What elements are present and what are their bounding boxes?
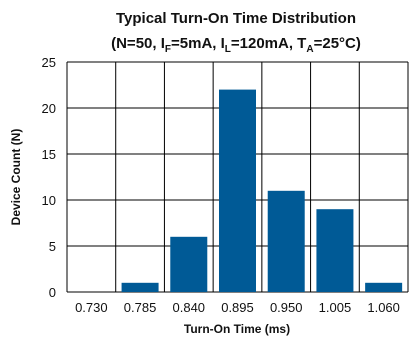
x-tick-label: 0.895 [221, 300, 254, 315]
x-tick-label: 0.730 [75, 300, 108, 315]
bar-0.950 [267, 190, 305, 292]
subtitle-text: (N=50, I [111, 35, 165, 52]
bar-1.060 [365, 282, 403, 292]
bar-0.785 [121, 282, 159, 292]
subtitle-subscript: L [225, 44, 231, 55]
x-axis-label: Turn-On Time (ms) [184, 322, 290, 336]
bar-0.895 [219, 89, 256, 292]
bar-1.005 [316, 209, 354, 292]
subtitle-text: =25°C) [314, 35, 361, 52]
subtitle-text: =5mA, I [171, 35, 225, 52]
x-tick-label: 1.005 [319, 300, 352, 315]
x-tick-label: 0.840 [173, 300, 206, 315]
y-tick-label: 25 [42, 55, 56, 70]
y-tick-label: 5 [49, 239, 56, 254]
subtitle-text: =120mA, T [231, 35, 306, 52]
chart-subtitle: (N=50, IF=5mA, IL=120mA, TA=25°C) [111, 35, 361, 55]
subtitle-subscript: A [306, 44, 313, 55]
x-tick-label: 1.060 [367, 300, 400, 315]
y-tick-label: 15 [42, 147, 56, 162]
x-tick-label: 0.950 [270, 300, 303, 315]
chart-title: Typical Turn-On Time Distribution [116, 10, 356, 27]
y-tick-label: 10 [42, 193, 56, 208]
x-tick-labels: 0.730 0.785 0.840 0.895 0.950 1.005 1.060 [75, 300, 400, 315]
y-tick-label: 20 [42, 101, 56, 116]
y-tick-label: 0 [49, 285, 56, 300]
y-axis-label: Device Count (N) [9, 129, 23, 226]
subtitle-subscript: F [165, 44, 171, 55]
bar-0.840 [170, 236, 208, 292]
x-tick-label: 0.785 [124, 300, 157, 315]
y-tick-labels: 0 5 10 15 20 25 [42, 55, 56, 300]
bars [121, 89, 403, 292]
